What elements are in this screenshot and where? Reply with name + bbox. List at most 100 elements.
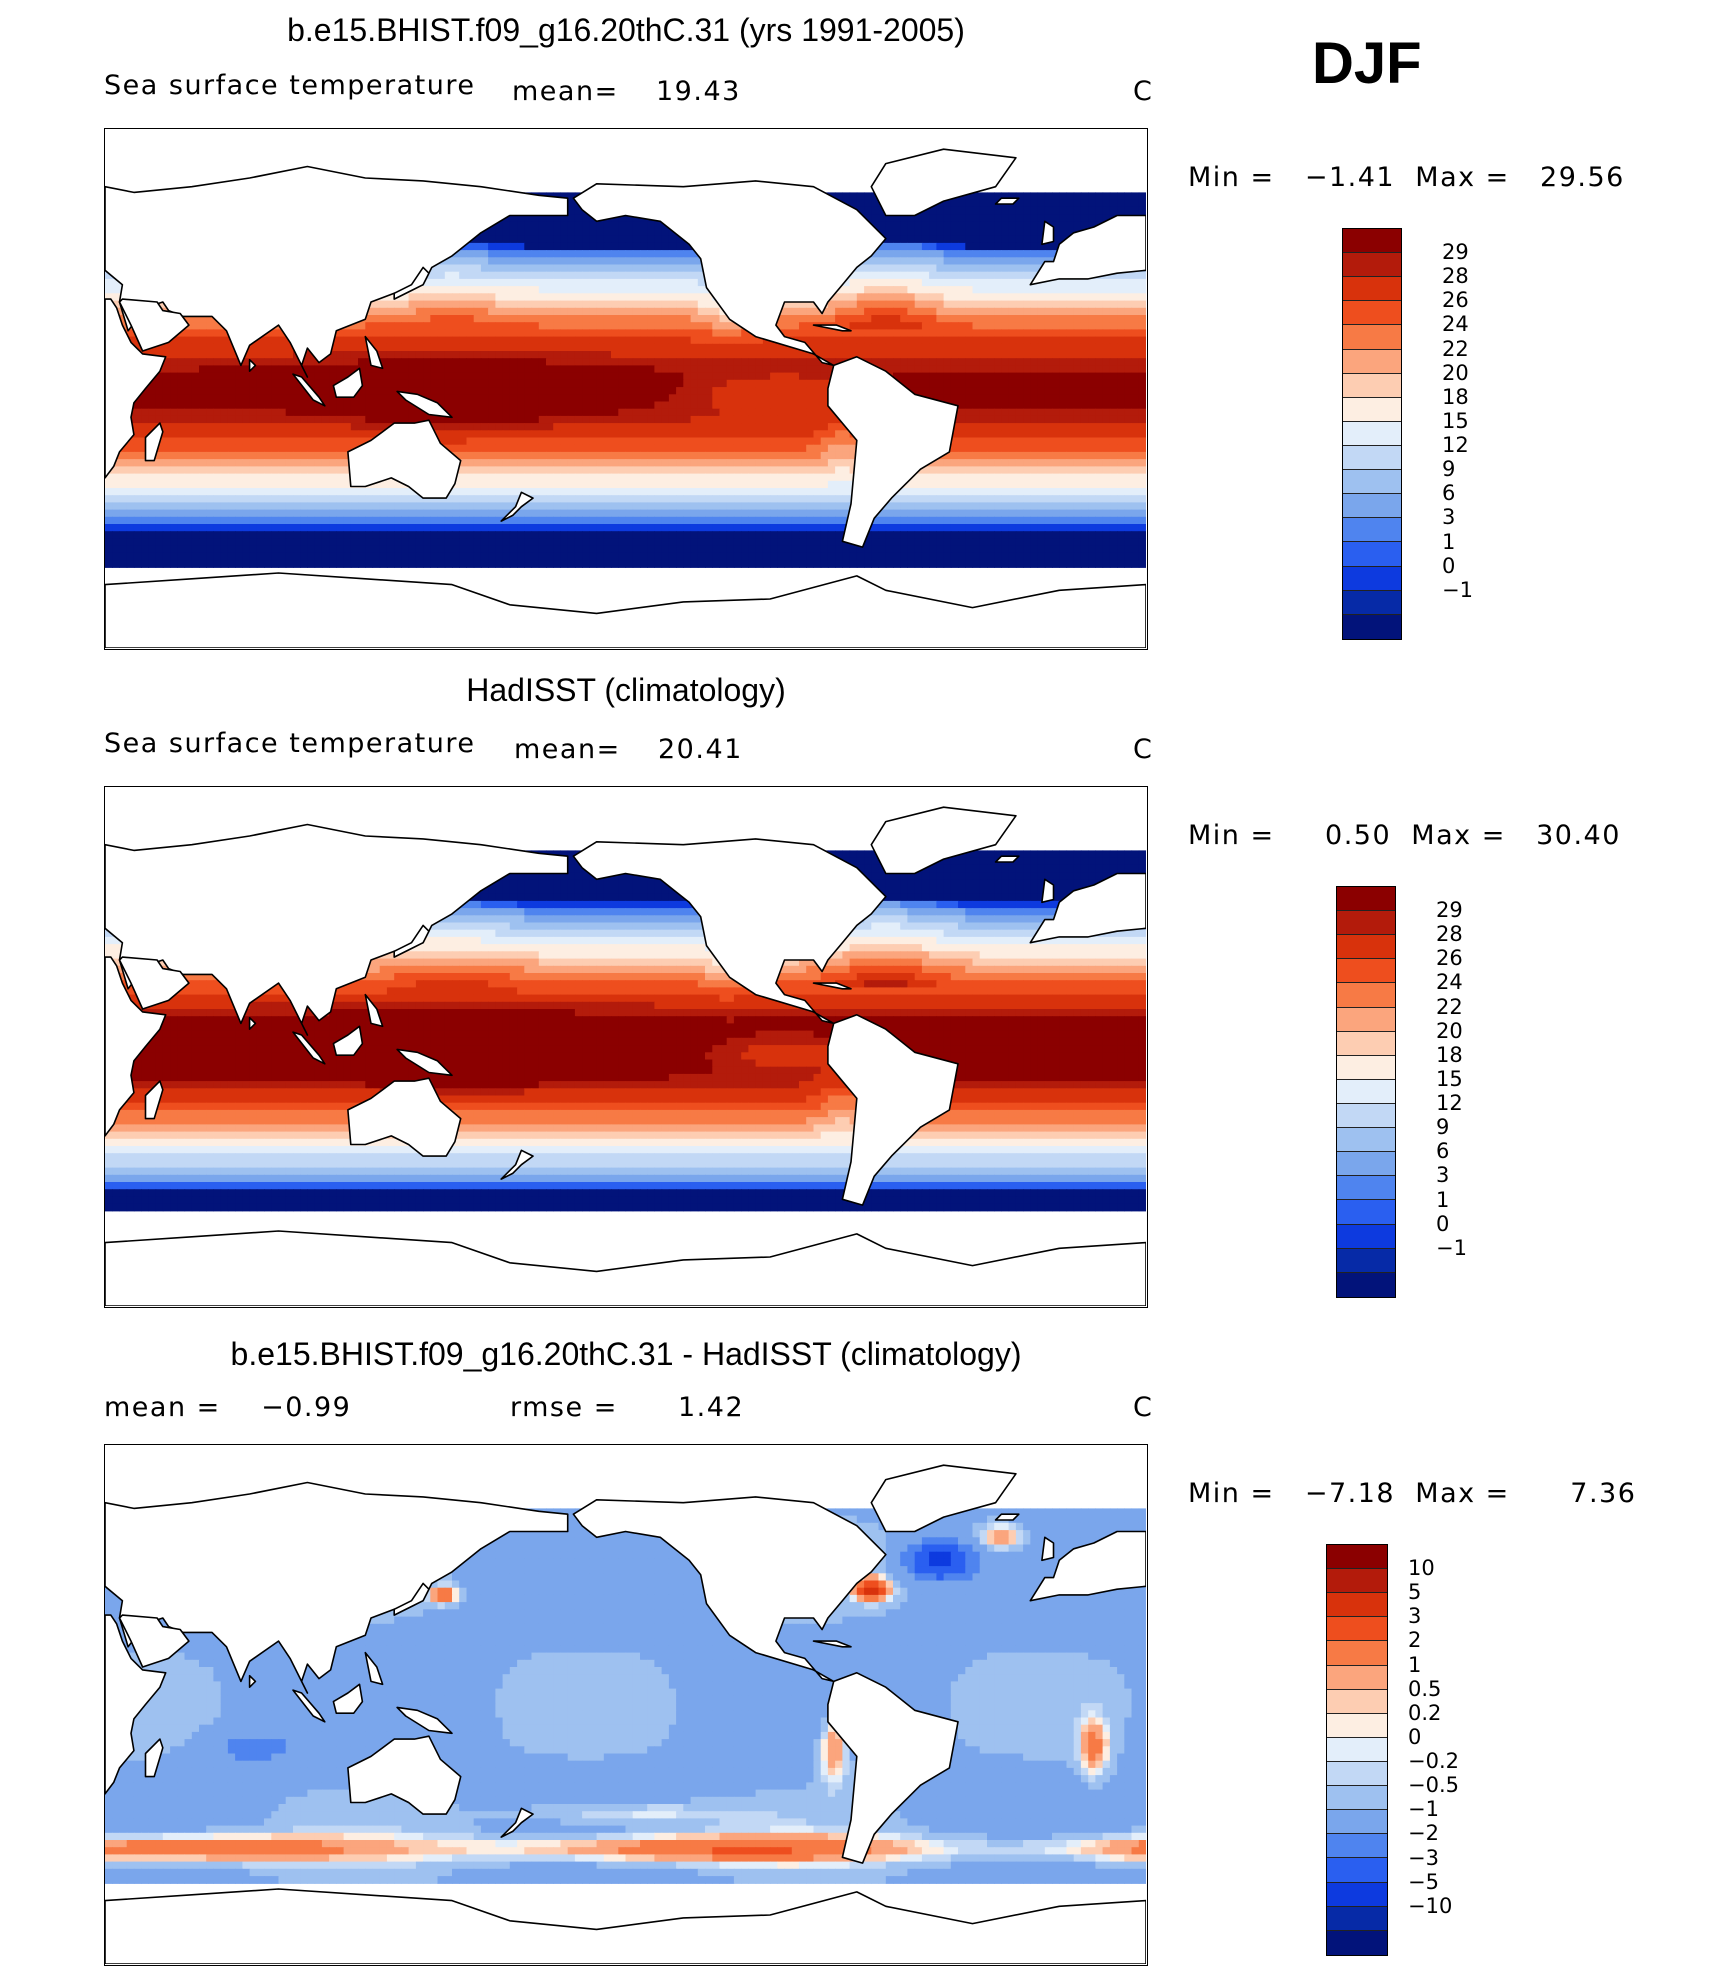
colorbar-segment <box>1337 983 1395 1008</box>
landmass-arabia <box>118 956 190 1010</box>
landmass-nz <box>500 1807 534 1838</box>
colorbar-tick-label: 24 <box>1436 970 1463 994</box>
landmass-newguinea <box>396 1048 453 1077</box>
colorbar-segment <box>1343 590 1401 615</box>
colorbar <box>1336 886 1396 1298</box>
colorbar-segment <box>1343 566 1401 591</box>
landmass-eurWest <box>1029 214 1146 286</box>
landmass-arabia <box>118 298 190 352</box>
landmass-greenland <box>870 148 1017 217</box>
landmass-philippines <box>364 335 384 370</box>
landmass-srilanka <box>248 1016 257 1030</box>
colorbar-segment <box>1343 542 1401 567</box>
colorbar-tick-label: 12 <box>1442 433 1469 457</box>
landmass-madagascar <box>144 422 164 462</box>
landmass-africa <box>105 1614 167 1795</box>
landmass-australia <box>347 1077 462 1157</box>
landmass-uk <box>1041 1536 1055 1562</box>
map-plot <box>104 1444 1148 1966</box>
landmass-africa <box>105 956 167 1137</box>
landmass-japan <box>393 924 430 958</box>
stat-label: mean= <box>512 76 619 107</box>
colorbar-tick-label: −1 <box>1436 1236 1467 1260</box>
landmass-iceland <box>994 1513 1020 1521</box>
landmass-arabia <box>118 1614 190 1668</box>
colorbar-tick-label: 28 <box>1442 264 1469 288</box>
colorbar-tick-label: 20 <box>1436 1019 1463 1043</box>
colorbar-segment <box>1337 1272 1395 1297</box>
colorbar <box>1342 228 1402 640</box>
landmass-cuba <box>812 1640 852 1648</box>
colorbar-tick-label: 15 <box>1442 409 1469 433</box>
colorbar-tick-label: 0.5 <box>1408 1677 1441 1701</box>
colorbar-segment <box>1337 911 1395 936</box>
colorbar-segment <box>1327 1641 1387 1666</box>
colorbar-segment <box>1343 518 1401 543</box>
colorbar-segment <box>1343 325 1401 350</box>
colorbar-segment <box>1337 1248 1395 1273</box>
colorbar-tick-label: 1 <box>1408 1653 1421 1677</box>
landmass-sumatra <box>292 373 326 407</box>
landmass-eurWest <box>1029 1530 1146 1602</box>
colorbar-tick-label: 3 <box>1436 1163 1449 1187</box>
landmass-eurWest <box>1029 872 1146 944</box>
colorbar-segment <box>1327 1593 1387 1618</box>
colorbar-tick-label: 6 <box>1442 481 1455 505</box>
variable-name: Sea surface temperature <box>104 728 475 759</box>
colorbar-tick-label: 28 <box>1436 922 1463 946</box>
colorbar-segment <box>1337 887 1395 912</box>
colorbar-tick-label: 18 <box>1442 385 1469 409</box>
landmass-northAmerica <box>572 838 887 1025</box>
colorbar-tick-label: −10 <box>1408 1894 1452 1918</box>
landmass-africa <box>105 298 167 479</box>
colorbar-tick-label: 22 <box>1436 995 1463 1019</box>
units-label: C <box>1133 1392 1153 1423</box>
colorbar-tick-label: −1 <box>1442 578 1473 602</box>
colorbar-tick-label: −2 <box>1408 1821 1439 1845</box>
landmass-northAmerica <box>572 1496 887 1683</box>
colorbar-tick-label: −0.2 <box>1408 1749 1459 1773</box>
landmass-southAmerica <box>827 356 959 548</box>
panel-title: b.e15.BHIST.f09_g16.20thC.31 - HadISST (… <box>0 1336 1252 1373</box>
landmass-iceland <box>994 855 1020 863</box>
colorbar-segment <box>1327 1834 1387 1859</box>
colorbar-tick-label: 29 <box>1436 898 1463 922</box>
colorbar-tick-label: 15 <box>1436 1067 1463 1091</box>
colorbar-segment <box>1337 1103 1395 1129</box>
colorbar-segment <box>1343 277 1401 302</box>
landmass-uk <box>1041 220 1055 246</box>
landmass-newguinea <box>396 390 453 419</box>
landmass-greenland <box>870 1464 1017 1533</box>
colorbar-segment <box>1327 1930 1387 1955</box>
colorbar-segment <box>1327 1689 1387 1714</box>
colorbar <box>1326 1544 1388 1956</box>
colorbar-tick-label: 3 <box>1408 1604 1421 1628</box>
landmass-philippines <box>364 993 384 1028</box>
colorbar-segment <box>1327 1713 1387 1738</box>
colorbar-tick-label: 26 <box>1436 946 1463 970</box>
colorbar-tick-label: 20 <box>1442 361 1469 385</box>
landmass-borneo <box>332 367 364 399</box>
colorbar-segment <box>1343 470 1401 495</box>
colorbar-segment <box>1343 301 1401 326</box>
colorbar-tick-label: 0.2 <box>1408 1701 1441 1725</box>
colorbar-segment <box>1337 1128 1395 1153</box>
landmass-antarctica <box>105 572 1146 648</box>
colorbar-tick-label: 3 <box>1442 505 1455 529</box>
landmass-northAmerica <box>572 180 887 367</box>
colorbar-tick-label: 12 <box>1436 1091 1463 1115</box>
min-max-label: Min = −7.18 Max = 7.36 <box>1188 1478 1636 1509</box>
map-plot <box>104 786 1148 1308</box>
colorbar-segment <box>1337 1224 1395 1249</box>
colorbar-segment <box>1327 1858 1387 1883</box>
colorbar-segment <box>1343 229 1401 254</box>
colorbar-tick-label: 5 <box>1408 1580 1421 1604</box>
landmass-japan <box>393 266 430 300</box>
colorbar-tick-label: 29 <box>1442 240 1469 264</box>
colorbar-tick-label: 18 <box>1436 1043 1463 1067</box>
mean-label: mean = −0.99 <box>104 1392 351 1423</box>
colorbar-segment <box>1337 935 1395 960</box>
landmass-borneo <box>332 1025 364 1057</box>
colorbar-tick-label: 1 <box>1442 530 1455 554</box>
colorbar-segment <box>1343 397 1401 422</box>
